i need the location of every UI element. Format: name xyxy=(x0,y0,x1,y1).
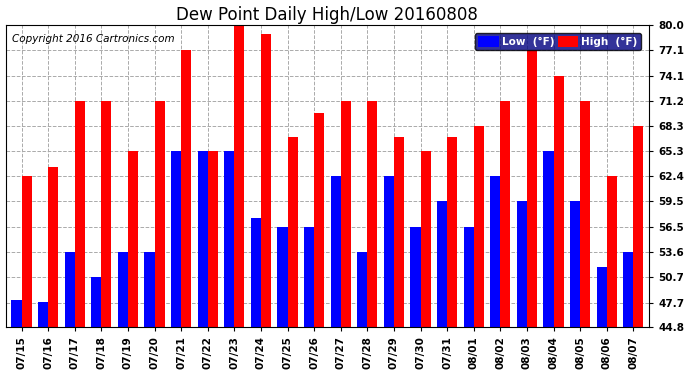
Bar xyxy=(21,176,32,327)
Bar xyxy=(144,252,155,327)
Bar xyxy=(65,252,75,327)
Bar xyxy=(128,152,138,327)
Bar xyxy=(75,101,85,327)
Bar xyxy=(570,201,580,327)
Bar xyxy=(118,252,128,327)
Bar xyxy=(474,126,484,327)
Bar xyxy=(91,277,101,327)
Bar xyxy=(48,167,58,327)
Bar xyxy=(331,176,341,327)
Bar xyxy=(384,176,394,327)
Bar xyxy=(277,227,288,327)
Bar xyxy=(394,137,404,327)
Bar xyxy=(447,137,457,327)
Bar xyxy=(38,302,48,327)
Bar xyxy=(553,76,564,327)
Bar xyxy=(304,227,314,327)
Bar xyxy=(623,252,633,327)
Bar xyxy=(607,176,617,327)
Bar xyxy=(208,152,218,327)
Bar xyxy=(490,176,500,327)
Bar xyxy=(171,152,181,327)
Bar xyxy=(181,50,191,327)
Bar xyxy=(357,252,367,327)
Legend: Low  (°F), High  (°F): Low (°F), High (°F) xyxy=(475,33,641,51)
Title: Dew Point Daily High/Low 20160808: Dew Point Daily High/Low 20160808 xyxy=(177,6,478,24)
Bar xyxy=(517,201,527,327)
Bar xyxy=(250,218,261,327)
Bar xyxy=(314,113,324,327)
Bar xyxy=(464,227,474,327)
Bar xyxy=(633,126,644,327)
Bar xyxy=(420,152,431,327)
Bar xyxy=(235,25,244,327)
Text: Copyright 2016 Cartronics.com: Copyright 2016 Cartronics.com xyxy=(12,34,175,44)
Bar xyxy=(500,101,511,327)
Bar xyxy=(597,267,607,327)
Bar xyxy=(411,227,420,327)
Bar xyxy=(527,50,537,327)
Bar xyxy=(101,101,111,327)
Bar xyxy=(341,101,351,327)
Bar xyxy=(437,201,447,327)
Bar xyxy=(367,101,377,327)
Bar xyxy=(580,101,590,327)
Bar xyxy=(12,300,21,327)
Bar xyxy=(544,152,553,327)
Bar xyxy=(197,152,208,327)
Bar xyxy=(261,34,271,327)
Bar xyxy=(155,101,165,327)
Bar xyxy=(224,152,235,327)
Bar xyxy=(288,137,297,327)
